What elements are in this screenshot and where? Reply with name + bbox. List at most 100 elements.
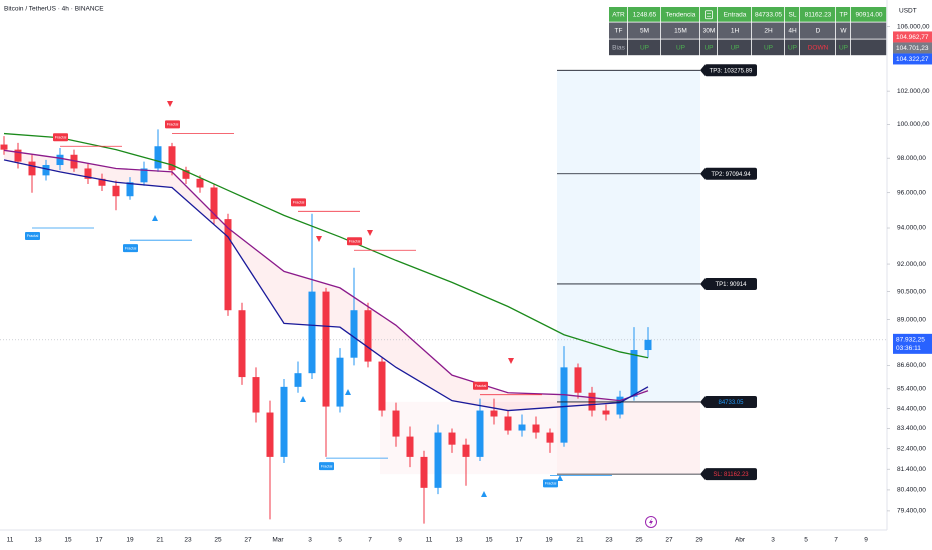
level-pointer (700, 468, 705, 481)
candle-body (56, 154, 64, 166)
table-cell (836, 7, 851, 22)
candle-body (602, 410, 610, 415)
fractal-box (319, 462, 334, 471)
y-tick-label: 82.400,00 (897, 445, 926, 452)
candle-body (518, 424, 526, 431)
y-tick-label: 81.400,00 (897, 466, 926, 473)
table-text: TF (615, 28, 623, 35)
table-cell (752, 39, 785, 56)
table-text: UP (764, 44, 773, 51)
candle-body (420, 456, 428, 488)
table-text: UP (704, 44, 713, 51)
candle-body (98, 178, 106, 186)
y-tick-label: 106.000,00 (897, 23, 930, 30)
table-cell (700, 22, 718, 39)
level-label: SL: 81162.23 (713, 472, 749, 478)
price-tag-label: 104.322,27 (896, 56, 929, 63)
candle-body (14, 149, 22, 162)
fractal-box (25, 232, 40, 241)
x-tick-label: 25 (635, 537, 643, 544)
level-label: TP1: 90914 (715, 282, 747, 288)
table-text: DOWN (808, 44, 829, 51)
x-tick-label: 27 (665, 537, 673, 544)
fractal-label: Fractal (55, 135, 67, 139)
table-text: 84733.05 (755, 11, 782, 18)
x-tick-label: 11 (7, 537, 14, 544)
alert-bolt (649, 518, 653, 526)
x-tick-label: 7 (834, 537, 838, 544)
candle-body (140, 168, 148, 183)
sell-signal (316, 236, 322, 242)
candle-body (252, 377, 260, 413)
x-tick-label: 21 (156, 537, 164, 544)
table-cell (628, 39, 661, 56)
x-tick-label: 19 (545, 537, 553, 544)
table-cell (700, 39, 718, 56)
table-text: 1H (731, 28, 740, 35)
fractal-box (347, 237, 362, 246)
table-text: Bias (612, 44, 625, 51)
candle-body (378, 361, 386, 411)
x-tick-label: 3 (771, 537, 775, 544)
x-tick-label: 17 (515, 537, 523, 544)
plot-area: Fractal Fractal Fractal Fractal Fractal Fract… (0, 64, 887, 524)
ma-line (3, 132, 649, 359)
candle-body (126, 182, 134, 197)
y-tick-label: 90.500,00 (897, 288, 926, 295)
price-tag (893, 53, 932, 65)
candle-body (392, 410, 400, 437)
x-tick-label: 15 (64, 537, 72, 544)
y-tick-label: 96.000,00 (897, 189, 926, 196)
level-pointer (700, 64, 705, 77)
fractal-label: Fractal (293, 201, 305, 205)
candle-body (84, 168, 92, 179)
level-pointer (700, 277, 705, 290)
table-cell (628, 7, 661, 22)
x-tick-label: 25 (214, 537, 222, 544)
sell-signal (167, 101, 173, 107)
table-text: UP (640, 44, 649, 51)
last-price-label: 87.932,25 (896, 337, 925, 344)
candle-body (224, 219, 232, 311)
fractal-box (123, 244, 138, 253)
candle-body (434, 432, 442, 488)
candle-body (644, 339, 652, 351)
x-tick-label: 13 (455, 537, 463, 544)
y-tick-label: 79.400,00 (897, 508, 926, 515)
table-cell (785, 7, 800, 22)
candle-body (336, 357, 344, 407)
table-cell (718, 22, 752, 39)
x-tick-label: 21 (576, 537, 584, 544)
level-box (705, 167, 757, 180)
fractal-label: Fractal (349, 239, 361, 243)
table-cell (628, 22, 661, 39)
table-text: 5M (640, 28, 649, 35)
candle-body (308, 291, 316, 374)
table-text: 15M (674, 28, 687, 35)
candle-body (294, 373, 302, 387)
y-tick-label: 100.000,00 (897, 121, 930, 128)
buy-signal (152, 215, 158, 221)
x-tick-label: 9 (864, 537, 868, 544)
candle-body (490, 410, 498, 417)
x-tick-label: 11 (426, 537, 433, 544)
signal-markers (152, 101, 563, 497)
price-axis: 106.000,00 102.000,00 100.000,00 98.000,00 9… (7, 23, 932, 544)
buy-signal (481, 491, 487, 497)
candle-body (280, 386, 288, 457)
candle-body (546, 432, 554, 443)
candle-body (616, 396, 624, 415)
table-cell (800, 22, 836, 39)
x-tick-label: 29 (695, 537, 703, 544)
candle-body (266, 412, 274, 457)
table-text: 30M (703, 28, 716, 35)
candle-body (560, 367, 568, 443)
y-tick-label: 84.400,00 (897, 405, 926, 412)
table-cell (609, 7, 628, 22)
candle-body (238, 310, 246, 378)
alert-circle (645, 516, 657, 528)
table-cell (851, 7, 887, 22)
x-tick-label: 5 (804, 537, 808, 544)
fractal-box (291, 198, 306, 207)
info-table: ATR 1248.65 Tendencia Entrada 84733.05 SL 8116… (609, 7, 887, 56)
